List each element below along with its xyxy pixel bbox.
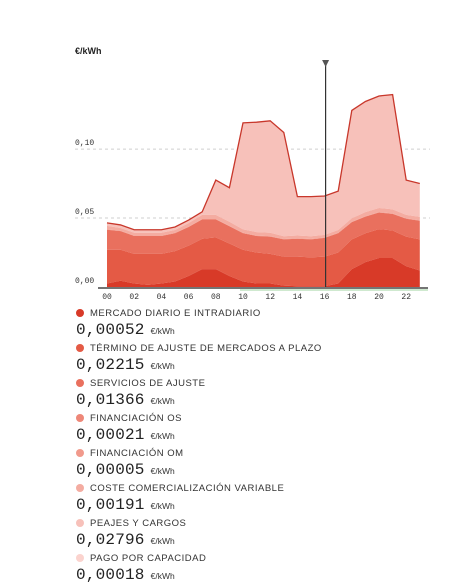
legend-item-name: PAGO POR CAPACIDAD bbox=[90, 552, 207, 564]
legend-item-name: FINANCIACIÓN OM bbox=[90, 447, 184, 459]
series-area bbox=[107, 207, 420, 239]
legend-item-value: 0,02796 bbox=[76, 531, 145, 549]
legend-item-unit: €/kWh bbox=[150, 501, 175, 511]
legend-dot bbox=[76, 344, 84, 352]
x-tick-label: 10 bbox=[238, 293, 248, 300]
total-line bbox=[106, 93, 420, 231]
legend-item-unit: €/kWh bbox=[150, 431, 175, 441]
legend-item-unit: €/kWh bbox=[150, 396, 175, 406]
legend-dot bbox=[76, 379, 84, 387]
hour-cursor[interactable] bbox=[322, 60, 330, 287]
legend-item-name: MERCADO DIARIO E INTRADIARIO bbox=[90, 307, 261, 319]
legend-item-value: 0,00021 bbox=[76, 426, 145, 444]
legend-item[interactable]: SERVICIOS DE AJUSTE 0,01366 €/kWh bbox=[76, 376, 436, 411]
x-tick-label: 02 bbox=[129, 293, 139, 300]
legend-dot bbox=[76, 519, 84, 527]
y-tick-label: 0,05 bbox=[75, 208, 94, 217]
x-axis: 00 02 04 06 08 10 12 14 16 18 20 22 bbox=[98, 287, 428, 300]
legend-item-value: 0,01366 bbox=[76, 391, 145, 409]
x-tick-label: 00 bbox=[102, 293, 112, 300]
x-tick-label: 06 bbox=[184, 293, 194, 300]
cursor-triangle-icon bbox=[322, 60, 330, 67]
legend-item-name: COSTE COMERCIALIZACIÓN VARIABLE bbox=[90, 482, 285, 494]
legend-item[interactable]: COSTE COMERCIALIZACIÓN VARIABLE 0,00191 €… bbox=[76, 481, 436, 516]
x-tick-label: 20 bbox=[374, 293, 384, 300]
legend: MERCADO DIARIO E INTRADIARIO 0,00052 €/kW… bbox=[76, 306, 436, 586]
x-tick-label: 16 bbox=[320, 293, 330, 300]
legend-item-value: 0,02215 bbox=[76, 356, 145, 374]
series-areas bbox=[106, 93, 420, 287]
legend-item[interactable]: PAGO POR CAPACIDAD 0,00018 €/kWh bbox=[76, 551, 436, 586]
series-area bbox=[107, 94, 420, 237]
series-area bbox=[107, 229, 420, 287]
legend-item[interactable]: FINANCIACIÓN OM 0,00005 €/kWh bbox=[76, 446, 436, 481]
stacked-area-chart[interactable]: 0,00 0,05 0,10 00 02 04 06 08 10 12 14 16 18 20 22 bbox=[0, 0, 450, 300]
legend-dot bbox=[76, 554, 84, 562]
x-tick-label: 22 bbox=[401, 293, 411, 300]
legend-item[interactable]: FINANCIACIÓN OS 0,00021 €/kWh bbox=[76, 411, 436, 446]
legend-item[interactable]: TÉRMINO DE AJUSTE DE MERCADOS A PLAZO 0,… bbox=[76, 341, 436, 376]
legend-item-name: TÉRMINO DE AJUSTE DE MERCADOS A PLAZO bbox=[90, 342, 322, 354]
legend-item-unit: €/kWh bbox=[150, 326, 175, 336]
legend-dot bbox=[76, 414, 84, 422]
series-area bbox=[107, 212, 420, 258]
x-tick-label: 08 bbox=[211, 293, 221, 300]
legend-dot bbox=[76, 309, 84, 317]
y-axis-labels: 0,00 0,05 0,10 bbox=[75, 139, 94, 286]
x-tick-label: 18 bbox=[347, 293, 357, 300]
x-tick-label: 14 bbox=[293, 293, 303, 300]
y-tick-label: 0,00 bbox=[75, 277, 94, 286]
legend-item-value: 0,00191 bbox=[76, 496, 145, 514]
legend-item-value: 0,00018 bbox=[76, 566, 145, 584]
legend-dot bbox=[76, 449, 84, 457]
legend-item-value: 0,00052 bbox=[76, 321, 145, 339]
legend-item-unit: €/kWh bbox=[150, 466, 175, 476]
x-tick-label: 12 bbox=[265, 293, 275, 300]
x-tick-label: 04 bbox=[157, 293, 167, 300]
legend-item-name: SERVICIOS DE AJUSTE bbox=[90, 377, 206, 389]
legend-item-unit: €/kWh bbox=[150, 361, 175, 371]
legend-item-name: FINANCIACIÓN OS bbox=[90, 412, 182, 424]
series-area bbox=[107, 258, 420, 287]
legend-dot bbox=[76, 484, 84, 492]
legend-item-value: 0,00005 bbox=[76, 461, 145, 479]
legend-item[interactable]: MERCADO DIARIO E INTRADIARIO 0,00052 €/kW… bbox=[76, 306, 436, 341]
legend-item-unit: €/kWh bbox=[150, 536, 175, 546]
legend-item-unit: €/kWh bbox=[150, 571, 175, 581]
legend-item[interactable]: PEAJES Y CARGOS 0,02796 €/kWh bbox=[76, 516, 436, 551]
unit-label: €/kWh bbox=[75, 46, 102, 56]
legend-item-name: PEAJES Y CARGOS bbox=[90, 517, 187, 529]
y-tick-label: 0,10 bbox=[75, 139, 94, 148]
